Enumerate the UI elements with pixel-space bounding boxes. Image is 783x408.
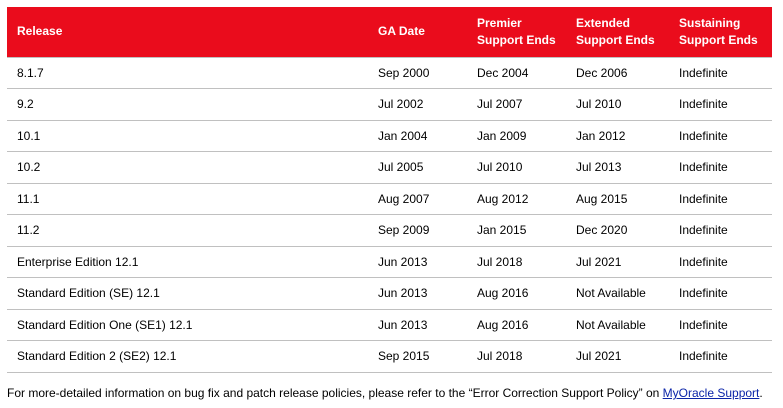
extended-cell: Not Available: [566, 309, 669, 341]
sustaining-cell: Indefinite: [669, 120, 772, 152]
release-cell: 10.1: [7, 120, 368, 152]
ga-date-cell: Aug 2007: [368, 183, 467, 215]
premier-cell: Aug 2012: [467, 183, 566, 215]
myoracle-support-link[interactable]: MyOracle Support: [662, 386, 760, 400]
sustaining-cell: Indefinite: [669, 340, 772, 373]
footnote-end: .: [759, 386, 763, 400]
ga-date-cell: Sep 2009: [368, 214, 467, 247]
release-cell: Standard Edition One (SE1) 12.1: [7, 309, 368, 341]
header-extended-support-ends: Extended Support Ends: [566, 7, 669, 57]
footnote-text: For more-detailed information on bug fix…: [7, 386, 663, 400]
premier-cell: Aug 2016: [467, 277, 566, 310]
release-cell: 11.2: [7, 214, 368, 247]
sustaining-cell: Indefinite: [669, 88, 772, 121]
premier-cell: Jan 2015: [467, 214, 566, 247]
release-cell: 11.1: [7, 183, 368, 215]
table-row: 10.1 Jan 2004 Jan 2009 Jan 2012 Indefini…: [7, 120, 772, 152]
extended-cell: Jul 2013: [566, 151, 669, 184]
release-cell: 8.1.7: [7, 56, 368, 89]
sustaining-cell: Indefinite: [669, 246, 772, 278]
release-cell: Enterprise Edition 12.1: [7, 246, 368, 278]
table-row: 9.2 Jul 2002 Jul 2007 Jul 2010 Indefinit…: [7, 88, 772, 121]
sustaining-cell: Indefinite: [669, 214, 772, 247]
header-premier-support-ends: Premier Support Ends: [467, 7, 566, 57]
footnote: For more-detailed information on bug fix…: [7, 385, 777, 401]
sustaining-cell: Indefinite: [669, 183, 772, 215]
ga-date-cell: Jun 2013: [368, 309, 467, 341]
sustaining-cell: Indefinite: [669, 151, 772, 184]
ga-date-cell: Sep 2000: [368, 56, 467, 89]
ga-date-cell: Jul 2002: [368, 88, 467, 121]
ga-date-cell: Jan 2004: [368, 120, 467, 152]
table-row: Enterprise Edition 12.1 Jun 2013 Jul 201…: [7, 246, 772, 278]
table-row: 8.1.7 Sep 2000 Dec 2004 Dec 2006 Indefin…: [7, 56, 772, 89]
ga-date-cell: Jun 2013: [368, 246, 467, 278]
sustaining-cell: Indefinite: [669, 309, 772, 341]
sustaining-cell: Indefinite: [669, 277, 772, 310]
table-row: 10.2 Jul 2005 Jul 2010 Jul 2013 Indefini…: [7, 151, 772, 184]
premier-cell: Jul 2018: [467, 246, 566, 278]
extended-cell: Jan 2012: [566, 120, 669, 152]
premier-cell: Jan 2009: [467, 120, 566, 152]
release-cell: Standard Edition (SE) 12.1: [7, 277, 368, 310]
extended-cell: Dec 2020: [566, 214, 669, 247]
premier-cell: Aug 2016: [467, 309, 566, 341]
table-row: Standard Edition One (SE1) 12.1 Jun 2013…: [7, 309, 772, 341]
extended-cell: Not Available: [566, 277, 669, 310]
table-row: 11.1 Aug 2007 Aug 2012 Aug 2015 Indefini…: [7, 183, 772, 215]
table-header-row: Release GA Date Premier Support Ends Exte…: [7, 7, 772, 57]
header-sustaining-support-ends: Sustaining Support Ends: [669, 7, 772, 57]
ga-date-cell: Sep 2015: [368, 340, 467, 373]
extended-cell: Jul 2010: [566, 88, 669, 121]
ga-date-cell: Jul 2005: [368, 151, 467, 184]
premier-cell: Jul 2010: [467, 151, 566, 184]
header-release: Release: [7, 7, 368, 57]
extended-cell: Jul 2021: [566, 246, 669, 278]
release-cell: 9.2: [7, 88, 368, 121]
table-row: 11.2 Sep 2009 Jan 2015 Dec 2020 Indefini…: [7, 214, 772, 247]
support-lifecycle-table: Release GA Date Premier Support Ends Exte…: [7, 7, 772, 373]
header-ga-date: GA Date: [368, 7, 467, 57]
table-row: Standard Edition 2 (SE2) 12.1 Sep 2015 J…: [7, 340, 772, 373]
release-cell: 10.2: [7, 151, 368, 184]
extended-cell: Dec 2006: [566, 56, 669, 89]
sustaining-cell: Indefinite: [669, 56, 772, 89]
release-cell: Standard Edition 2 (SE2) 12.1: [7, 340, 368, 373]
extended-cell: Aug 2015: [566, 183, 669, 215]
extended-cell: Jul 2021: [566, 340, 669, 373]
premier-cell: Jul 2018: [467, 340, 566, 373]
table-row: Standard Edition (SE) 12.1 Jun 2013 Aug …: [7, 277, 772, 310]
premier-cell: Jul 2007: [467, 88, 566, 121]
premier-cell: Dec 2004: [467, 56, 566, 89]
ga-date-cell: Jun 2013: [368, 277, 467, 310]
